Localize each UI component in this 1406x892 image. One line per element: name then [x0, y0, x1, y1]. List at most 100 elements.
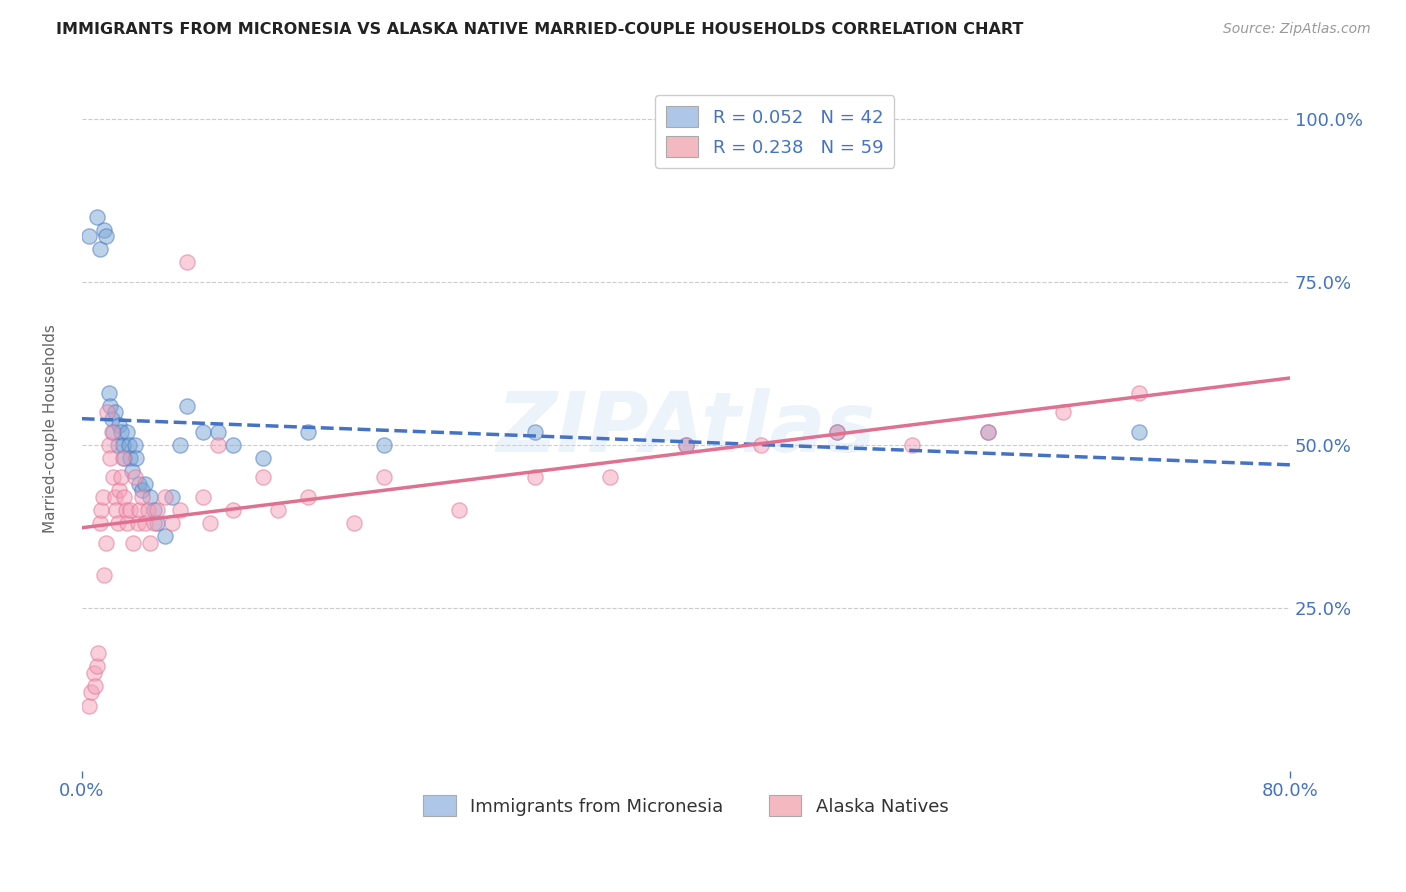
- Point: [825, 425, 848, 439]
- Point: [122, 535, 145, 549]
- Point: [1052, 405, 1074, 419]
- Legend: Immigrants from Micronesia, Alaska Natives: Immigrants from Micronesia, Alaska Nativ…: [416, 788, 956, 823]
- Point: [103, 425, 125, 439]
- Point: [120, 503, 142, 517]
- Point: [89, 516, 111, 530]
- Point: [127, 516, 149, 530]
- Point: [103, 470, 125, 484]
- Point: [162, 516, 184, 530]
- Point: [86, 210, 108, 224]
- Point: [1128, 425, 1150, 439]
- Point: [108, 483, 131, 498]
- Point: [121, 464, 143, 478]
- Point: [115, 516, 138, 530]
- Point: [120, 450, 142, 465]
- Point: [751, 438, 773, 452]
- Point: [449, 503, 471, 517]
- Point: [115, 425, 138, 439]
- Point: [198, 516, 221, 530]
- Point: [84, 679, 107, 693]
- Text: IMMIGRANTS FROM MICRONESIA VS ALASKA NATIVE MARRIED-COUPLE HOUSEHOLDS CORRELATIO: IMMIGRANTS FROM MICRONESIA VS ALASKA NAT…: [56, 22, 1024, 37]
- Point: [80, 685, 103, 699]
- Point: [169, 503, 191, 517]
- Point: [134, 516, 156, 530]
- Point: [176, 399, 198, 413]
- Point: [112, 450, 135, 465]
- Y-axis label: Married-couple Households: Married-couple Households: [44, 324, 58, 533]
- Point: [101, 425, 124, 439]
- Point: [1128, 385, 1150, 400]
- Point: [297, 490, 319, 504]
- Point: [169, 438, 191, 452]
- Point: [79, 229, 101, 244]
- Point: [825, 425, 848, 439]
- Point: [110, 470, 132, 484]
- Point: [128, 477, 150, 491]
- Point: [104, 405, 127, 419]
- Point: [110, 425, 132, 439]
- Point: [599, 470, 621, 484]
- Point: [89, 242, 111, 256]
- Point: [143, 516, 166, 530]
- Point: [128, 503, 150, 517]
- Point: [112, 490, 135, 504]
- Point: [191, 490, 214, 504]
- Point: [96, 405, 118, 419]
- Point: [153, 529, 176, 543]
- Point: [191, 425, 214, 439]
- Point: [675, 438, 697, 452]
- Point: [252, 450, 274, 465]
- Point: [90, 503, 112, 517]
- Point: [124, 438, 146, 452]
- Point: [91, 490, 114, 504]
- Point: [523, 425, 546, 439]
- Point: [222, 438, 245, 452]
- Point: [97, 438, 120, 452]
- Point: [131, 490, 153, 504]
- Point: [207, 425, 229, 439]
- Point: [94, 229, 117, 244]
- Point: [107, 438, 129, 452]
- Point: [222, 503, 245, 517]
- Point: [87, 646, 110, 660]
- Point: [114, 503, 136, 517]
- Point: [977, 425, 1000, 439]
- Point: [901, 438, 924, 452]
- Point: [107, 516, 129, 530]
- Point: [100, 450, 122, 465]
- Point: [342, 516, 364, 530]
- Point: [153, 490, 176, 504]
- Point: [93, 223, 115, 237]
- Point: [138, 490, 160, 504]
- Point: [267, 503, 290, 517]
- Point: [373, 438, 395, 452]
- Point: [162, 490, 184, 504]
- Point: [143, 503, 166, 517]
- Point: [297, 425, 319, 439]
- Point: [138, 535, 160, 549]
- Point: [373, 470, 395, 484]
- Point: [176, 255, 198, 269]
- Point: [146, 503, 169, 517]
- Point: [111, 438, 134, 452]
- Point: [136, 503, 159, 517]
- Point: [79, 698, 101, 713]
- Point: [101, 411, 124, 425]
- Point: [207, 438, 229, 452]
- Text: Source: ZipAtlas.com: Source: ZipAtlas.com: [1223, 22, 1371, 37]
- Point: [146, 516, 169, 530]
- Point: [134, 477, 156, 491]
- Point: [83, 665, 105, 680]
- Point: [124, 470, 146, 484]
- Point: [86, 659, 108, 673]
- Point: [252, 470, 274, 484]
- Point: [111, 450, 134, 465]
- Point: [94, 535, 117, 549]
- Point: [100, 399, 122, 413]
- Point: [977, 425, 1000, 439]
- Point: [93, 568, 115, 582]
- Text: ZIPAtlas: ZIPAtlas: [496, 388, 876, 469]
- Point: [97, 385, 120, 400]
- Point: [105, 503, 128, 517]
- Point: [675, 438, 697, 452]
